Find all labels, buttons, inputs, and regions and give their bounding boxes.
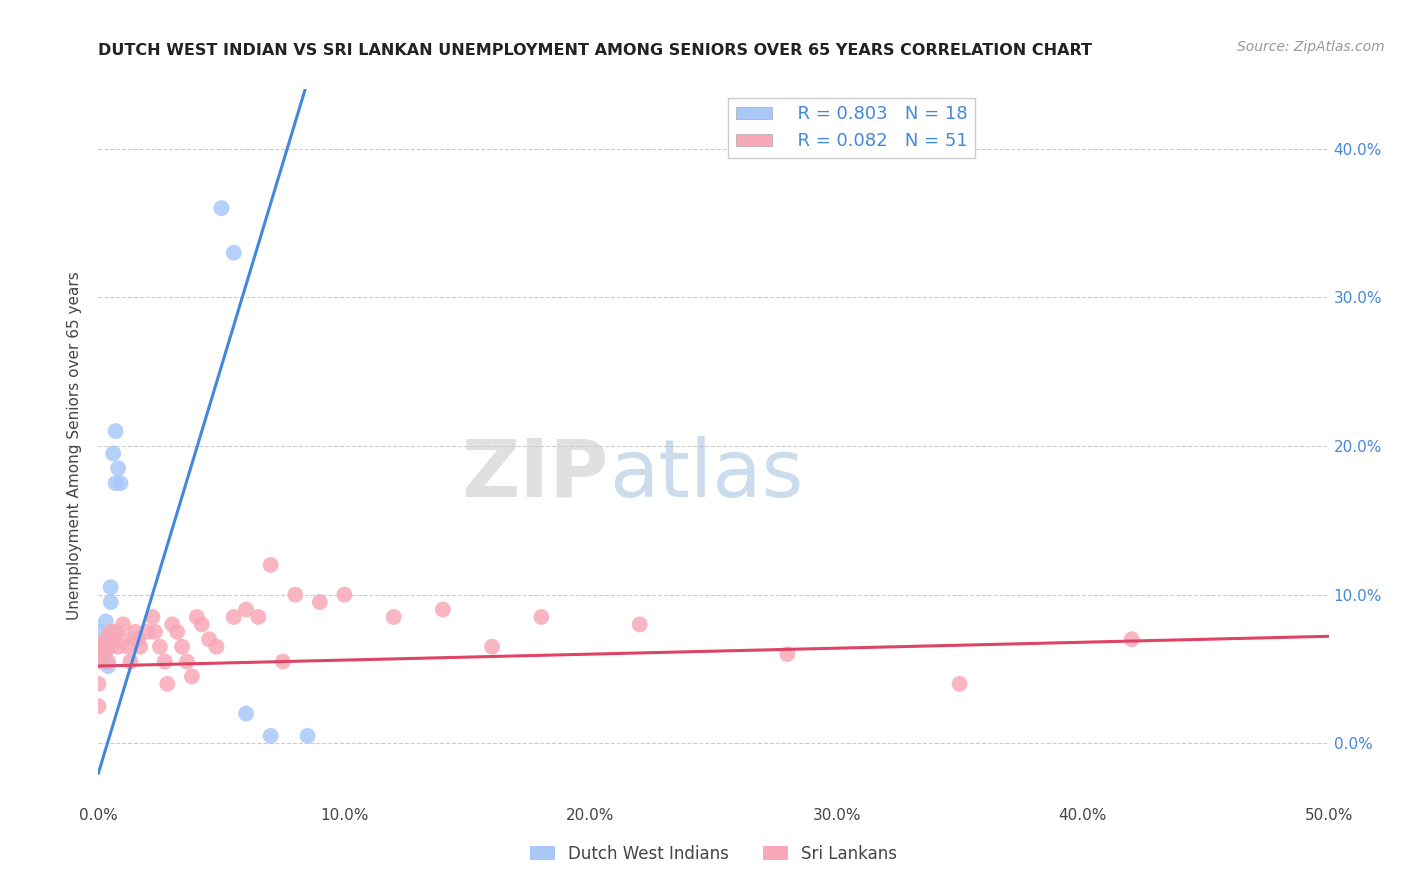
Point	[162, 617, 183, 632]
Point	[87, 640, 110, 654]
Point	[1121, 632, 1143, 647]
Point	[129, 640, 152, 654]
Point	[90, 647, 112, 661]
Point	[172, 640, 194, 654]
Point	[110, 476, 132, 491]
Point	[94, 644, 117, 658]
Point	[222, 610, 245, 624]
Point	[333, 588, 356, 602]
Point	[481, 640, 503, 654]
Point	[176, 655, 198, 669]
Point	[90, 624, 112, 639]
Point	[260, 558, 283, 572]
Text: ZIP: ZIP	[461, 435, 609, 514]
Point	[235, 602, 257, 616]
Point	[87, 655, 110, 669]
Point	[222, 245, 245, 260]
Point	[247, 610, 270, 624]
Point	[142, 610, 165, 624]
Point	[149, 640, 172, 654]
Point	[166, 624, 188, 639]
Point	[191, 617, 214, 632]
Point	[776, 647, 799, 661]
Point	[297, 729, 319, 743]
Point	[94, 640, 117, 654]
Point	[309, 595, 332, 609]
Point	[94, 615, 117, 629]
Point	[211, 201, 233, 215]
Point	[104, 424, 127, 438]
Point	[181, 669, 204, 683]
Point	[628, 617, 651, 632]
Point	[127, 632, 149, 647]
Point	[120, 655, 142, 669]
Point	[90, 640, 112, 654]
Point	[284, 588, 307, 602]
Point	[104, 476, 127, 491]
Point	[100, 624, 122, 639]
Point	[87, 699, 110, 714]
Point	[112, 617, 135, 632]
Point	[100, 580, 122, 594]
Point	[235, 706, 257, 721]
Point	[198, 632, 221, 647]
Point	[260, 729, 283, 743]
Point	[100, 640, 122, 654]
Point	[530, 610, 553, 624]
Point	[107, 461, 129, 475]
Point	[103, 632, 125, 647]
Point	[153, 655, 176, 669]
Text: Source: ZipAtlas.com: Source: ZipAtlas.com	[1237, 40, 1385, 54]
Point	[124, 624, 146, 639]
Text: DUTCH WEST INDIAN VS SRI LANKAN UNEMPLOYMENT AMONG SENIORS OVER 65 YEARS CORRELA: DUTCH WEST INDIAN VS SRI LANKAN UNEMPLOY…	[98, 43, 1092, 58]
Point	[136, 624, 159, 639]
Point	[87, 677, 110, 691]
Legend: Dutch West Indians, Sri Lankans: Dutch West Indians, Sri Lankans	[523, 838, 904, 870]
Y-axis label: Unemployment Among Seniors over 65 years: Unemployment Among Seniors over 65 years	[67, 272, 83, 620]
Point	[107, 640, 129, 654]
Point	[103, 446, 125, 460]
Point	[205, 640, 228, 654]
Point	[100, 595, 122, 609]
Point	[186, 610, 208, 624]
Point	[949, 677, 972, 691]
Point	[97, 659, 120, 673]
Point	[94, 632, 117, 647]
Text: atlas: atlas	[609, 435, 803, 514]
Point	[271, 655, 294, 669]
Point	[97, 655, 120, 669]
Point	[112, 632, 135, 647]
Point	[93, 655, 115, 669]
Point	[156, 677, 179, 691]
Point	[117, 640, 139, 654]
Point	[432, 602, 454, 616]
Point	[143, 624, 166, 639]
Point	[382, 610, 405, 624]
Point	[104, 624, 127, 639]
